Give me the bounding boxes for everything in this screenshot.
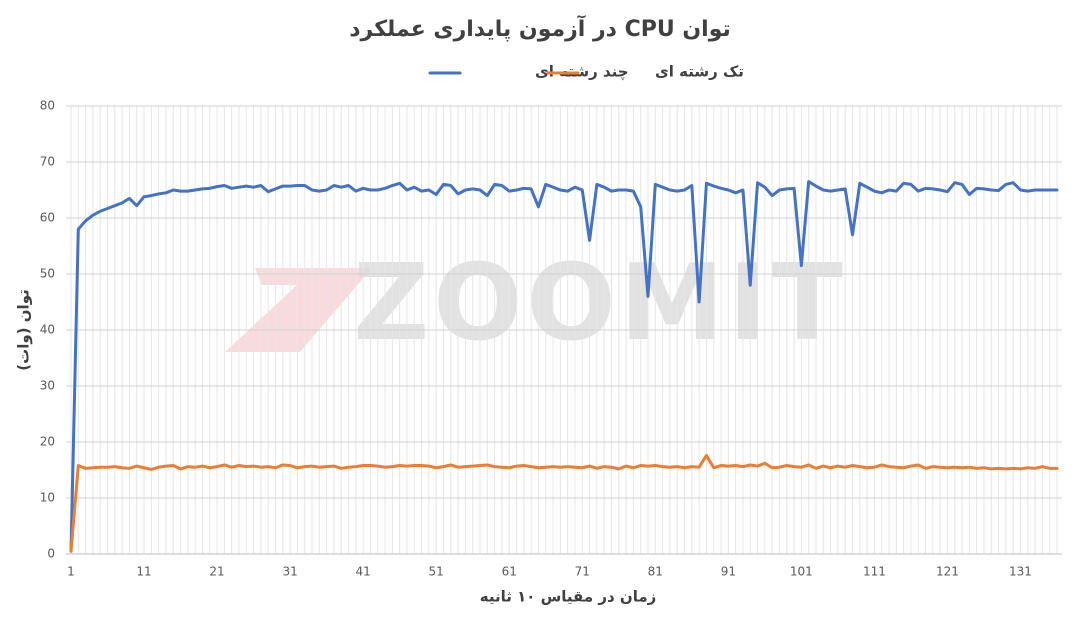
x-tick-label: 111 xyxy=(863,565,886,579)
x-tick-label: 121 xyxy=(936,565,959,579)
x-tick-label: 101 xyxy=(790,565,813,579)
x-tick-label: 91 xyxy=(721,565,736,579)
y-tick-label: 40 xyxy=(40,323,55,337)
x-tick-label: 11 xyxy=(136,565,151,579)
x-tick-label: 1 xyxy=(67,565,75,579)
watermark: ZOOMIT xyxy=(353,242,847,364)
y-tick-label: 80 xyxy=(40,99,55,113)
legend-label: چند رشته ای xyxy=(535,63,629,82)
x-tick-label: 41 xyxy=(356,565,371,579)
x-tick-label: 81 xyxy=(648,565,663,579)
y-tick-label: 10 xyxy=(40,491,55,505)
y-tick-label: 0 xyxy=(47,547,55,561)
series-line xyxy=(69,453,1059,553)
x-tick-label: 61 xyxy=(502,565,517,579)
x-tick-label: 51 xyxy=(429,565,444,579)
watermark-logo xyxy=(225,268,372,352)
series-line xyxy=(69,180,1059,553)
x-axis-title: زمان در مقیاس ۱۰ ثانیه xyxy=(480,588,657,606)
x-tick-label: 131 xyxy=(1009,565,1032,579)
y-tick-label: 20 xyxy=(40,435,55,449)
chart-title: توان CPU در آزمون پایداری عملکرد xyxy=(349,14,731,42)
y-tick-label: 50 xyxy=(40,267,55,281)
x-tick-label: 71 xyxy=(575,565,590,579)
x-tick-label: 31 xyxy=(282,565,297,579)
x-tick-label: 21 xyxy=(209,565,224,579)
y-tick-label: 70 xyxy=(40,155,55,169)
legend-label: تک رشته ای xyxy=(655,63,744,81)
y-tick-label: 30 xyxy=(40,379,55,393)
y-axis-title: توان (وات) xyxy=(15,289,33,370)
y-tick-label: 60 xyxy=(40,211,55,225)
